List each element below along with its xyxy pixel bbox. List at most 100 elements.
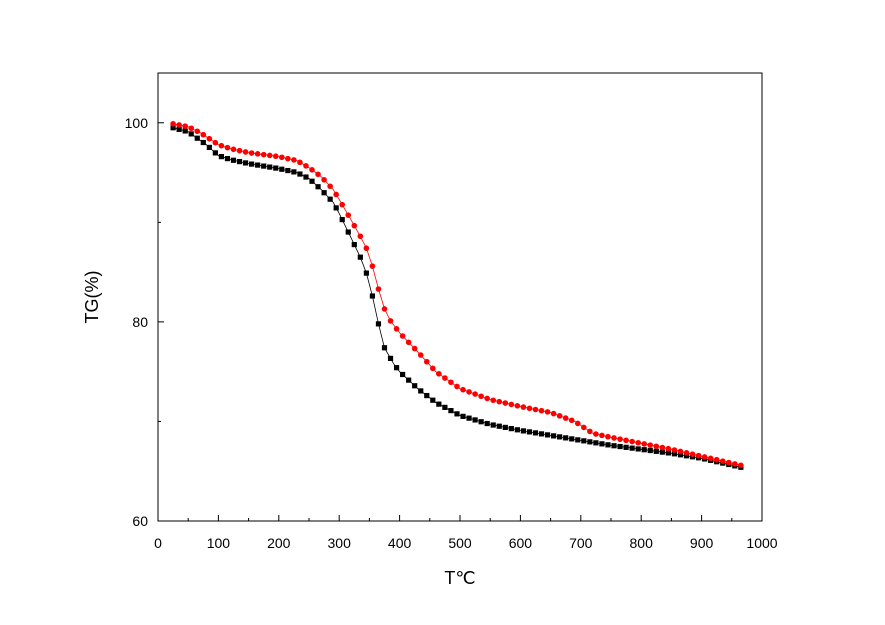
data-point: [659, 449, 665, 455]
data-point: [544, 432, 551, 438]
data-point: [496, 423, 502, 429]
data-point: [279, 154, 285, 161]
data-point: [272, 153, 279, 160]
data-point: [623, 444, 629, 450]
data-point: [466, 389, 472, 395]
data-point: [242, 160, 249, 166]
data-point: [321, 176, 327, 183]
data-point: [641, 447, 647, 453]
data-point: [399, 333, 406, 339]
x-tick-label: 700: [569, 535, 593, 551]
data-point: [683, 450, 690, 456]
data-point: [436, 401, 442, 407]
data-point: [339, 216, 345, 223]
data-point: [653, 443, 660, 450]
data-point: [599, 432, 605, 439]
data-point: [345, 212, 352, 218]
data-point: [701, 454, 708, 460]
data-point: [647, 442, 654, 448]
data-point: [200, 139, 206, 146]
data-point: [357, 233, 364, 240]
data-point: [665, 450, 671, 456]
data-point: [587, 439, 593, 445]
data-point: [635, 439, 641, 446]
data-point: [182, 123, 188, 129]
data-point: [363, 245, 370, 252]
data-point: [418, 388, 424, 394]
data-point: [454, 383, 460, 390]
data-point: [466, 415, 472, 421]
series-layer: [170, 120, 744, 470]
data-point: [526, 429, 533, 435]
data-point: [170, 120, 176, 127]
data-point: [713, 456, 720, 463]
data-point: [170, 125, 176, 131]
data-point: [617, 436, 623, 442]
data-point: [623, 437, 629, 444]
data-point: [303, 174, 309, 180]
data-point: [309, 167, 315, 173]
data-point: [236, 159, 243, 165]
y-axis-title: TG(%): [82, 271, 102, 324]
data-point: [557, 434, 563, 440]
data-point: [599, 441, 605, 447]
data-point: [665, 445, 672, 452]
data-point: [381, 306, 388, 312]
data-point: [387, 355, 394, 361]
data-point: [212, 139, 219, 146]
y-tick-label: 80: [132, 314, 148, 330]
data-point: [725, 459, 732, 466]
x-tick-label: 300: [328, 535, 352, 551]
data-point: [556, 413, 563, 419]
data-point: [659, 444, 666, 451]
data-point: [260, 151, 267, 158]
data-point: [176, 122, 182, 128]
y-tick-label: 100: [125, 115, 149, 131]
data-point: [448, 379, 454, 386]
data-point: [532, 406, 539, 413]
data-point: [677, 452, 684, 458]
data-point: [478, 419, 484, 425]
data-point: [472, 417, 478, 423]
data-point: [363, 270, 369, 276]
data-point: [261, 163, 267, 169]
x-tick-label: 600: [509, 535, 533, 551]
data-point: [551, 433, 557, 439]
data-point: [563, 435, 569, 441]
data-point: [248, 150, 255, 156]
axis-ticks: 0 100 200 300 400 500 600 700 800 900 1000 60 80 100: [125, 115, 778, 551]
data-point: [472, 391, 478, 397]
data-point: [279, 166, 285, 172]
data-point: [635, 446, 641, 452]
data-point: [224, 144, 231, 151]
data-point: [496, 398, 503, 405]
data-point: [417, 352, 424, 358]
data-point: [550, 410, 557, 417]
data-point: [381, 345, 388, 351]
data-point: [188, 131, 194, 137]
data-point: [677, 448, 684, 455]
data-point: [526, 405, 533, 412]
data-point: [683, 453, 690, 459]
data-point: [206, 144, 212, 151]
data-point: [236, 147, 243, 154]
data-point: [182, 128, 188, 134]
data-point: [593, 440, 599, 446]
data-point: [611, 435, 617, 441]
data-point: [581, 424, 587, 431]
x-tick-label: 1000: [746, 535, 777, 551]
data-point: [291, 169, 297, 175]
data-point: [641, 441, 648, 447]
data-point: [671, 447, 678, 453]
data-point: [490, 422, 496, 428]
data-point: [647, 447, 653, 454]
data-point: [200, 131, 207, 138]
y-tick-label: 60: [132, 513, 148, 529]
data-point: [285, 155, 291, 162]
data-point: [442, 404, 448, 410]
data-point: [206, 135, 213, 142]
data-point: [194, 128, 201, 135]
data-point: [393, 365, 400, 371]
data-point: [254, 151, 261, 157]
